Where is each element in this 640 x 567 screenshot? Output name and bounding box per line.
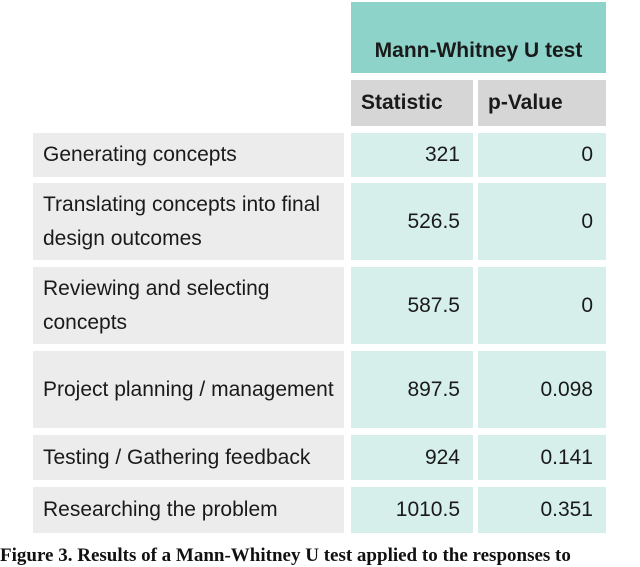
row-statistic: 587.5	[351, 267, 473, 344]
row-label: Reviewing and selecting concepts	[33, 267, 344, 344]
row-label: Translating concepts into final design o…	[33, 183, 344, 260]
column-header-statistic: Statistic	[351, 80, 473, 126]
row-p-value: 0	[478, 267, 606, 344]
row-label: Project planning / management	[33, 351, 344, 428]
row-label: Testing / Gathering feedback	[33, 435, 344, 480]
row-p-value: 0	[478, 183, 606, 260]
group-header: Mann-Whitney U test	[351, 2, 606, 73]
row-p-value: 0.351	[478, 487, 606, 533]
row-p-value: 0.141	[478, 435, 606, 480]
row-label: Researching the problem	[33, 487, 344, 533]
row-statistic: 1010.5	[351, 487, 473, 533]
row-p-value: 0.098	[478, 351, 606, 428]
row-label: Generating concepts	[33, 133, 344, 177]
column-header-p-value: p-Value	[478, 80, 606, 126]
row-statistic: 924	[351, 435, 473, 480]
row-statistic: 526.5	[351, 183, 473, 260]
row-statistic: 897.5	[351, 351, 473, 428]
figure-caption: Figure 3. Results of a Mann-Whitney U te…	[0, 545, 571, 566]
row-statistic: 321	[351, 133, 473, 177]
row-p-value: 0	[478, 133, 606, 177]
